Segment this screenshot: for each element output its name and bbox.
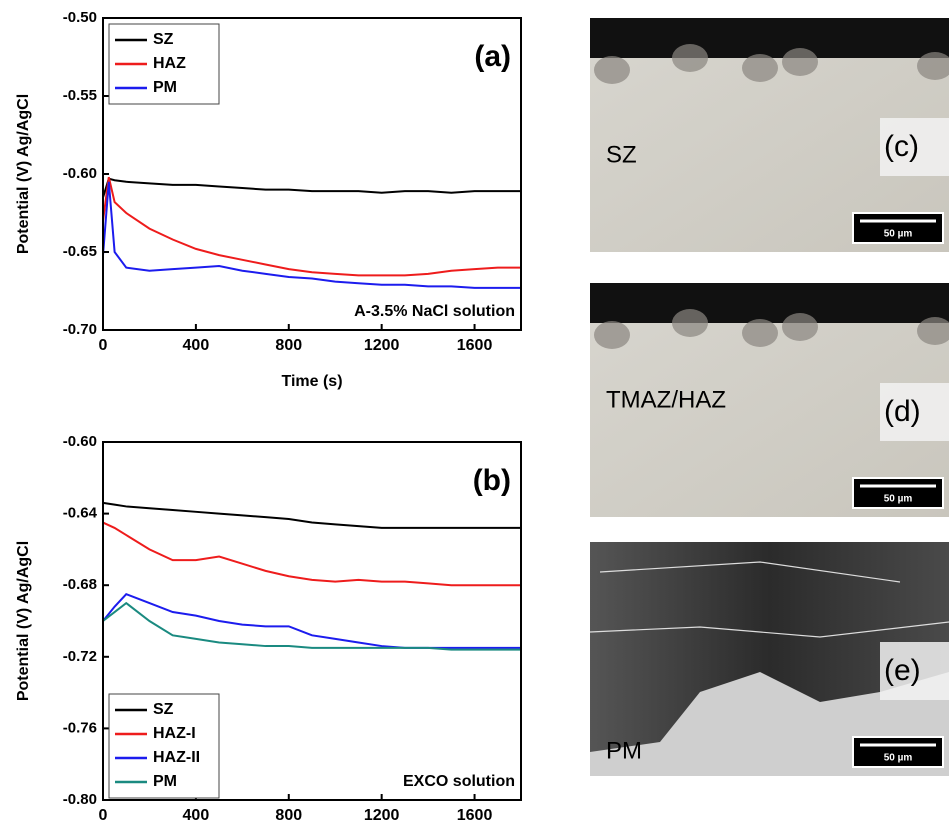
panel-label-bg (880, 383, 949, 441)
panel-label: (a) (474, 40, 511, 73)
region-label: TMAZ/HAZ (606, 386, 726, 413)
data-line (102, 521, 521, 587)
scale-bar-bg (852, 477, 944, 509)
legend-box (108, 693, 220, 799)
edge-band (590, 283, 949, 323)
pit (672, 309, 708, 337)
scale-label: 50 µm (884, 494, 913, 505)
pit (917, 52, 949, 80)
y-tick-label: -0.76 (63, 719, 97, 736)
legend-label: SZ (153, 31, 174, 48)
data-line (102, 601, 521, 651)
y-tick-label: -0.70 (63, 321, 97, 338)
region-label: PM (606, 737, 642, 764)
scale-label: 50 µm (884, 229, 913, 240)
legend-label: HAZ-I (153, 725, 196, 742)
data-line (102, 592, 521, 649)
legend-label: PM (153, 773, 177, 790)
y-tick-label: -0.68 (63, 576, 97, 593)
y-tick-label: -0.50 (63, 9, 97, 26)
panel-label: (d) (884, 395, 921, 428)
scale-bar-bg (852, 212, 944, 244)
pit (594, 321, 630, 349)
legend-label: HAZ-II (153, 749, 200, 766)
y-tick-label: -0.55 (63, 87, 97, 104)
x-tick-label: 1600 (457, 807, 493, 824)
x-tick-label: 1600 (457, 337, 493, 354)
panel-label: (e) (884, 654, 921, 687)
legend-label: HAZ (153, 55, 186, 72)
x-tick-label: 1200 (364, 807, 400, 824)
pit (917, 317, 949, 345)
grain-boundary (589, 561, 949, 638)
x-tick-label: 0 (99, 807, 108, 824)
edge-band (590, 18, 949, 58)
data-line (102, 181, 521, 289)
pit (742, 54, 778, 82)
y-tick-label: -0.64 (63, 505, 98, 522)
legend-label: SZ (153, 701, 174, 718)
data-line (102, 176, 521, 277)
micrograph: PM (e) 50 µm (589, 542, 949, 776)
data-line (102, 501, 521, 529)
pit (594, 56, 630, 84)
panel-label: (c) (884, 130, 919, 163)
grain-region (590, 542, 949, 752)
y-tick-label: -0.60 (63, 433, 97, 450)
y-tick-label: -0.80 (63, 791, 97, 808)
pit (782, 48, 818, 76)
x-tick-label: 400 (183, 807, 210, 824)
x-tick-label: 0 (99, 337, 108, 354)
panel-label: (b) (473, 464, 511, 497)
x-tick-label: 1200 (364, 337, 400, 354)
y-axis-label: Potential (V) Ag/AgCl (15, 541, 32, 701)
y-tick-label: -0.65 (63, 243, 97, 260)
x-tick-label: 400 (183, 337, 210, 354)
micrograph: SZ (c) 50 µm (590, 18, 949, 252)
x-axis-label: Time (s) (281, 373, 342, 390)
pit (672, 44, 708, 72)
scale-label: 50 µm (884, 753, 913, 764)
legend-label: PM (153, 79, 177, 96)
panel-label-bg (880, 118, 949, 176)
micrograph: TMAZ/HAZ (d) 50 µm (590, 283, 949, 517)
panel-label-bg (880, 642, 949, 700)
annotation: A-3.5% NaCl solution (354, 303, 515, 320)
y-axis-label: Potential (V) Ag/AgCl (15, 94, 32, 254)
region-label: SZ (606, 141, 637, 168)
plot-frame (102, 441, 522, 801)
data-line (102, 177, 521, 198)
y-tick-label: -0.72 (63, 648, 97, 665)
x-tick-label: 800 (275, 337, 302, 354)
pit (782, 313, 818, 341)
scale-bar-bg (852, 736, 944, 768)
x-tick-label: 800 (275, 807, 302, 824)
annotation: EXCO solution (403, 773, 515, 790)
pit (742, 319, 778, 347)
y-tick-label: -0.60 (63, 165, 97, 182)
